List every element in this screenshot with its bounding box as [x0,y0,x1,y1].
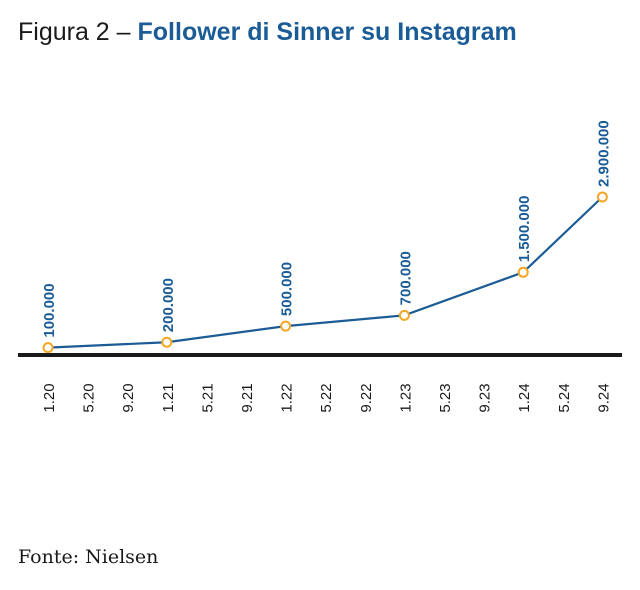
x-tick-label: 5.22 [318,383,335,412]
source-note: Fonte: Nielsen [18,546,159,568]
data-point-marker [161,336,173,348]
data-label: 200.000 [160,278,177,332]
data-point-marker [280,320,292,332]
x-tick-label: 5.24 [556,383,573,412]
x-tick-label: 5.21 [199,383,216,412]
x-tick-label: 1.21 [160,383,177,412]
data-point-marker [42,342,54,354]
x-tick-label: 9.22 [358,383,375,412]
data-point-marker [398,309,410,321]
title-prefix: Figura 2 – [18,18,131,46]
x-tick-label: 9.24 [595,383,612,412]
series-line [47,196,604,349]
data-label: 700.000 [397,251,414,305]
data-label: 2.900.000 [595,120,612,187]
x-tick-label: 5.23 [437,383,454,412]
x-tick-label: 5.20 [81,383,98,412]
data-point-marker [517,266,529,278]
x-tick-label: 1.23 [397,383,414,412]
x-tick-label: 1.20 [41,383,58,412]
x-tick-label: 9.21 [239,383,256,412]
data-label: 500.000 [279,262,296,316]
x-tick-label: 9.23 [477,383,494,412]
title-main: Follower di Sinner su Instagram [137,18,517,46]
data-label: 100.000 [41,283,58,337]
data-label: 1.500.000 [516,196,533,263]
data-point-marker [596,191,608,203]
x-tick-label: 9.20 [120,383,137,412]
x-tick-label: 1.22 [279,383,296,412]
chart-title: Figura 2 – Follower di Sinner su Instagr… [18,18,517,47]
x-tick-label: 1.24 [516,383,533,412]
